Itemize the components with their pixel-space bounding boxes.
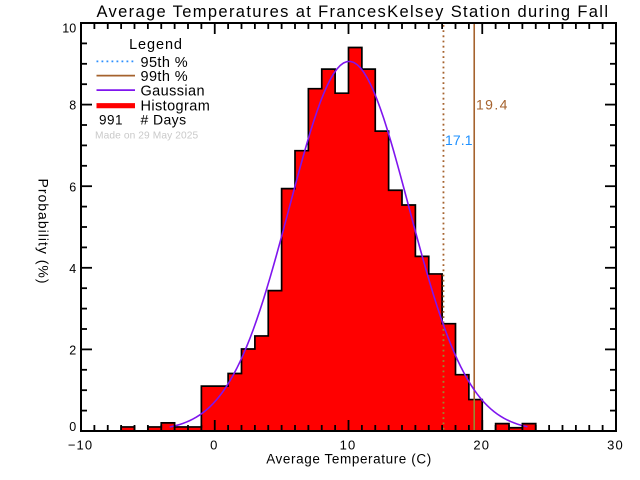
svg-text:Histogram: Histogram [141, 98, 211, 114]
svg-text:19.4: 19.4 [476, 97, 509, 113]
svg-text:991: 991 [99, 113, 123, 128]
svg-text:95th %: 95th % [141, 55, 189, 71]
svg-text:−10: −10 [68, 438, 93, 453]
svg-text:Average Temperature (C): Average Temperature (C) [266, 452, 432, 467]
svg-text:Made on 29 May 2025: Made on 29 May 2025 [95, 131, 199, 142]
svg-text:10: 10 [340, 438, 357, 453]
svg-text:99th %: 99th % [141, 69, 189, 85]
svg-text:# Days: # Days [141, 112, 187, 128]
svg-text:20: 20 [473, 438, 490, 453]
svg-text:Gaussian: Gaussian [141, 84, 205, 100]
svg-text:30: 30 [607, 438, 624, 453]
svg-text:8: 8 [69, 99, 76, 113]
svg-text:0: 0 [69, 420, 76, 434]
svg-text:4: 4 [69, 262, 76, 276]
svg-text:0: 0 [210, 438, 218, 453]
svg-text:Average Temperatures at France: Average Temperatures at FrancesKelsey St… [96, 3, 609, 21]
svg-text:17.1: 17.1 [445, 132, 473, 148]
svg-text:Probability (%): Probability (%) [36, 178, 52, 284]
svg-text:Legend: Legend [129, 37, 183, 53]
svg-text:2: 2 [69, 344, 76, 358]
svg-text:10: 10 [62, 22, 76, 36]
svg-text:6: 6 [69, 180, 76, 194]
